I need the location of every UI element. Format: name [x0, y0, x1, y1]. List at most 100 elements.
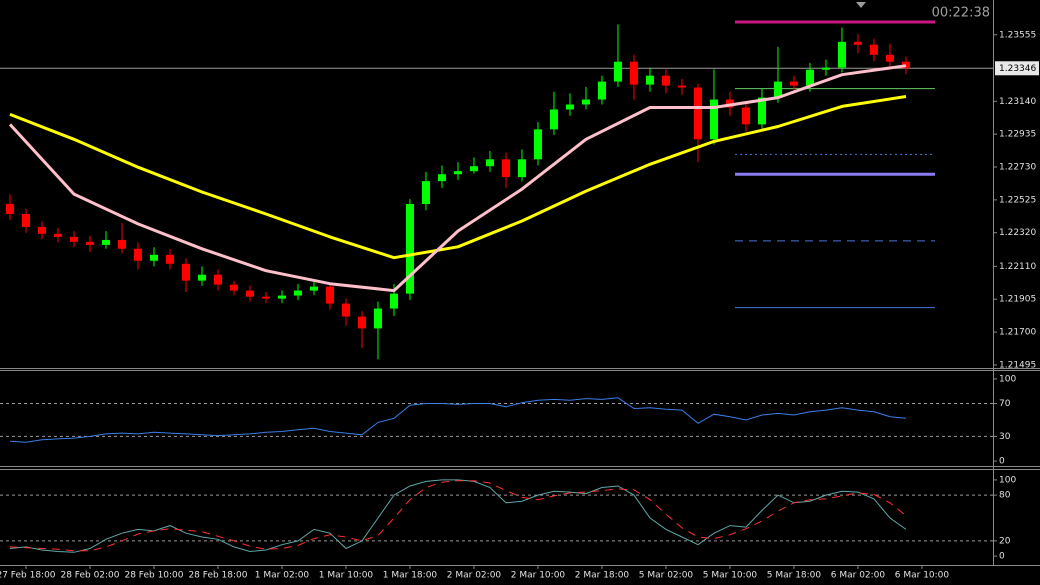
candle-body: [597, 81, 606, 100]
y-tick-label: 0: [999, 552, 1005, 562]
x-tick-label: 6 Mar 02:00: [831, 571, 886, 581]
y-tick-label: 1.22935: [999, 130, 1036, 140]
candle-body: [21, 213, 30, 227]
indicator-line: [9, 479, 907, 553]
candle-body: [325, 286, 334, 304]
y-tick-label: 1.23555: [999, 30, 1036, 40]
y-tick-label: 70: [999, 399, 1011, 409]
candle-body: [677, 85, 686, 88]
candle-body: [213, 274, 222, 285]
timer: 00:22:38: [932, 6, 990, 21]
y-tick-label: 1.23140: [999, 97, 1036, 107]
x-tick-label: 1 Mar 02:00: [255, 571, 310, 581]
candle-body: [149, 254, 158, 261]
candle-body: [229, 284, 238, 291]
candle-body: [869, 44, 878, 55]
candle-body: [309, 286, 318, 291]
x-tick-label: 27 Feb 18:00: [0, 571, 56, 581]
candle-body: [261, 296, 270, 299]
frame: [0, 0, 1040, 566]
candle-body: [357, 316, 366, 329]
candle-body: [389, 293, 398, 309]
candle-body: [693, 87, 702, 140]
candle-body: [405, 204, 414, 294]
candle-body: [645, 75, 654, 85]
y-tick-label: 1.22110: [999, 262, 1036, 272]
x-tick-label: 6 Mar 10:00: [895, 571, 950, 581]
candle-body: [485, 159, 494, 167]
x-tick-label: 2 Mar 10:00: [511, 571, 566, 581]
y-tick-label: 0: [999, 457, 1005, 467]
x-tick-label: 1 Mar 10:00: [319, 571, 374, 581]
candle-body: [53, 233, 62, 237]
x-tick-label: 5 Mar 10:00: [703, 571, 758, 581]
current-price-label: 1.23346: [999, 64, 1036, 74]
candle-body: [469, 166, 478, 172]
candle-body: [821, 67, 830, 70]
candle-body: [373, 308, 382, 329]
candle-body: [165, 254, 174, 264]
x-tick-label: 28 Feb 10:00: [124, 571, 183, 581]
candle-body: [69, 236, 78, 242]
y-tick-label: 1.22320: [999, 228, 1036, 238]
candle-body: [341, 303, 350, 317]
y-tick-label: 1.21700: [999, 328, 1036, 338]
candle-body: [581, 99, 590, 105]
candle-body: [501, 159, 510, 178]
candle-body: [661, 75, 670, 86]
x-tick-label: 28 Feb 18:00: [188, 571, 247, 581]
candle-body: [37, 226, 46, 234]
y-tick-label: 1.22730: [999, 163, 1036, 173]
x-tick-label: 2 Mar 18:00: [575, 571, 630, 581]
y-tick-label: 30: [999, 432, 1011, 442]
candle-body: [117, 239, 126, 249]
candle-body: [549, 109, 558, 130]
candle-body: [565, 104, 574, 110]
candle-body: [789, 81, 798, 86]
y-tick-label: 80: [999, 491, 1011, 501]
candle-body: [773, 81, 782, 98]
candle-body: [517, 159, 526, 178]
candle-body: [101, 239, 110, 245]
moving-average: [9, 95, 907, 260]
candle-body: [453, 171, 462, 175]
candle-body: [181, 263, 190, 281]
candle-body: [533, 129, 542, 160]
candle-body: [5, 203, 14, 214]
candle-body: [277, 295, 286, 299]
y-tick-label: 100: [999, 475, 1016, 485]
candle-body: [757, 97, 766, 125]
candle-body: [901, 61, 910, 69]
candle-body: [421, 181, 430, 205]
x-tick-label: 2 Mar 02:00: [447, 571, 502, 581]
y-tick-label: 20: [999, 536, 1011, 546]
candle-body: [629, 61, 638, 85]
candle-body: [245, 290, 254, 297]
indicator-line: [9, 397, 907, 443]
candle-body: [741, 107, 750, 125]
shift-marker: [856, 2, 866, 8]
candle-body: [837, 41, 846, 68]
y-tick-label: 1.21905: [999, 295, 1036, 305]
y-tick-label: 1.21495: [999, 360, 1036, 370]
candle-body: [437, 174, 446, 182]
candle-body: [613, 61, 622, 82]
candle-body: [197, 274, 206, 281]
indicator-line: [9, 480, 907, 552]
x-tick-label: 28 Feb 02:00: [60, 571, 119, 581]
moving-average: [8, 64, 907, 293]
y-tick-label: 100: [999, 374, 1016, 384]
candle-body: [805, 69, 814, 86]
candle-body: [133, 248, 142, 261]
x-tick-label: 5 Mar 18:00: [767, 571, 822, 581]
candle-body: [293, 290, 302, 296]
candle-body: [885, 54, 894, 62]
candle-body: [853, 41, 862, 45]
candle-body: [709, 99, 718, 140]
x-tick-label: 5 Mar 02:00: [639, 571, 694, 581]
y-tick-label: 1.22525: [999, 195, 1036, 205]
x-tick-label: 1 Mar 18:00: [383, 571, 438, 581]
